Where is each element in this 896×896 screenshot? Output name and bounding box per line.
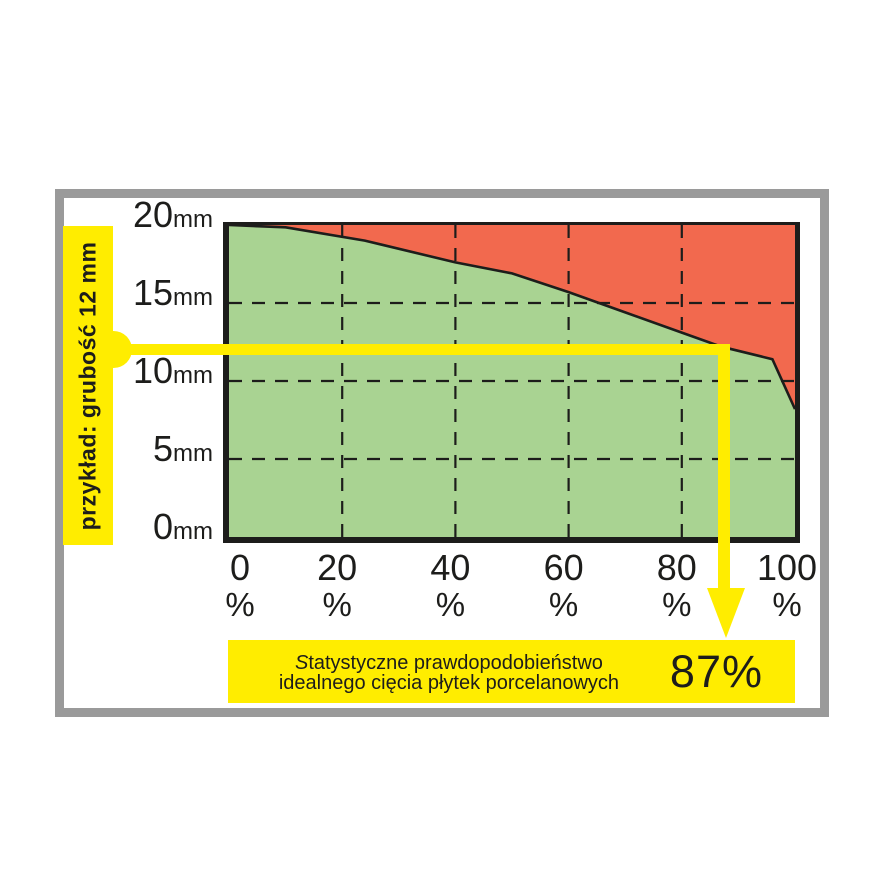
y-axis-label: 0mm [90, 508, 213, 546]
example-thickness-label: przykład: grubość 12 mm [63, 226, 113, 545]
y-tick-value: 15 [132, 272, 174, 313]
x-axis-label: 20% [277, 547, 397, 625]
y-tick-unit: mm [173, 362, 213, 389]
plot-area [223, 222, 800, 543]
example-thickness-label-text: przykład: grubość 12 mm [74, 241, 101, 530]
result-value: 87% [669, 645, 763, 697]
x-axis-label: 60% [504, 547, 624, 625]
y-axis-label: 15mm [90, 274, 213, 312]
y-tick-unit: mm [173, 206, 213, 233]
y-tick-unit: mm [173, 440, 213, 467]
y-axis-label: 10mm [90, 352, 213, 390]
y-tick-value: 0 [152, 506, 174, 547]
x-tick-unit: % [435, 586, 466, 623]
y-axis-label: 20mm [90, 196, 213, 234]
x-tick-unit: % [662, 586, 692, 623]
x-tick-value: 40 [430, 547, 471, 588]
result-caption-line1: Statystyczne prawdopodobieństwo [228, 653, 670, 673]
x-axis-label: 100% [727, 547, 847, 625]
x-tick-value: 100 [756, 547, 818, 588]
y-tick-value: 10 [132, 350, 174, 391]
down-arrow-icon [707, 588, 745, 638]
y-tick-unit: mm [173, 284, 213, 311]
result-caption: Statystyczne prawdopodobieństwo idealneg… [228, 651, 670, 693]
x-tick-value: 60 [543, 547, 584, 588]
x-tick-unit: % [322, 586, 352, 623]
x-tick-value: 0 [229, 547, 251, 588]
result-caption-line2: idealnego cięcia płytek porcelanowych [278, 671, 620, 694]
example-horizontal-line [113, 344, 730, 355]
x-tick-unit: % [772, 586, 802, 623]
x-axis-label: 80% [617, 547, 737, 625]
result-caption-italic-initial: S [294, 651, 309, 674]
result-caption-line1-rest: tatystyczne prawdopodobieństwo [308, 651, 603, 674]
y-axis-label: 5mm [90, 430, 213, 468]
x-axis-label: 0% [180, 547, 300, 625]
x-tick-unit: % [548, 586, 579, 623]
x-tick-value: 80 [656, 547, 697, 588]
y-tick-value: 20 [132, 194, 174, 235]
y-tick-unit: mm [173, 518, 213, 545]
x-axis-label: 40% [390, 547, 510, 625]
result-box: Statystyczne prawdopodobieństwo idealneg… [228, 640, 795, 703]
y-tick-value: 5 [152, 428, 174, 469]
example-vertical-line [718, 344, 730, 590]
area-chart [229, 225, 795, 537]
x-tick-value: 20 [317, 547, 358, 588]
x-tick-unit: % [225, 586, 255, 623]
boundary-curve [229, 225, 795, 410]
